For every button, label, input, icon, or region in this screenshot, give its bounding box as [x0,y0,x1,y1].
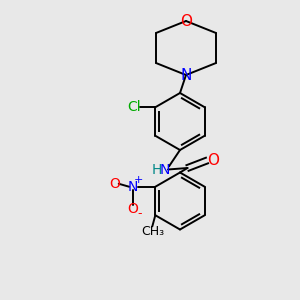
Text: N: N [180,68,192,82]
Text: CH₃: CH₃ [141,225,164,238]
Text: H: H [152,163,162,176]
Text: N: N [160,163,170,176]
Text: O: O [109,177,120,191]
Text: -: - [137,207,142,220]
Text: N: N [128,180,138,194]
Text: O: O [180,14,192,28]
Text: Cl: Cl [128,100,141,114]
Text: O: O [208,153,220,168]
Text: O: O [128,202,138,216]
Text: +: + [134,175,143,185]
